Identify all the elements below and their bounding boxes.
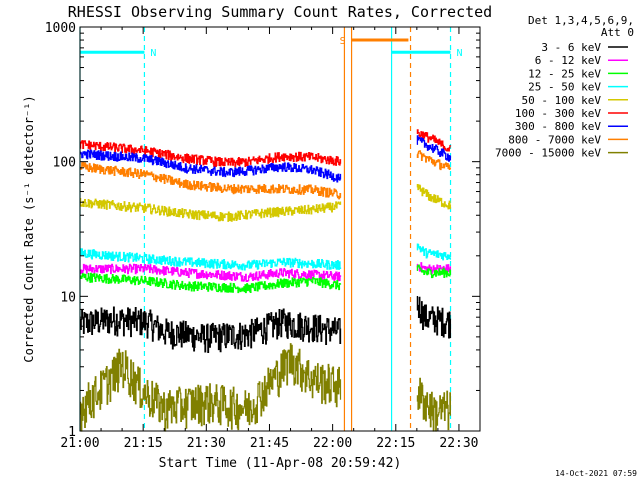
series-line [79, 306, 342, 353]
series-line [416, 264, 452, 279]
legend-label: 7000 - 15000 keV [495, 147, 601, 160]
x-tick-label: 21:45 [250, 436, 289, 451]
x-tick-label: 21:30 [187, 436, 226, 451]
series-line [80, 343, 342, 432]
flag-label: N [150, 48, 156, 59]
y-tick-label: 10 [60, 290, 76, 305]
legend-label: 50 - 100 keV [522, 94, 602, 107]
series-line [79, 162, 342, 200]
legend-label: 25 - 50 keV [528, 81, 601, 94]
x-tick-label: 21:15 [124, 436, 163, 451]
x-tick-label: 21:00 [60, 436, 99, 451]
series-line [79, 149, 342, 183]
x-tick-label: 22:15 [376, 436, 415, 451]
series-line [416, 262, 452, 275]
plot-frame [79, 26, 481, 432]
series-line [416, 184, 452, 210]
series-line [79, 140, 342, 168]
x-tick-label: 22:30 [439, 436, 478, 451]
y-tick-label: 1 [68, 425, 76, 440]
x-axis-label: Start Time (11-Apr-08 20:59:42) [159, 456, 402, 471]
legend-header: Det 1,3,4,5,6,9, [528, 14, 634, 27]
y-axis-label: Corrected Count Rate (s⁻¹ detector⁻¹) [22, 95, 36, 362]
legend-header: Att 0 [601, 26, 634, 39]
series-line [416, 150, 452, 171]
y-tick-label: 1000 [45, 21, 76, 36]
flag-label: S [340, 36, 346, 47]
series-line [416, 295, 452, 339]
legend-label: 6 - 12 keV [535, 54, 602, 67]
legend-label: 100 - 300 keV [515, 107, 601, 120]
series-line [79, 248, 342, 271]
series-line [80, 272, 342, 294]
footer-date: 14-Oct-2021 07:59 [555, 469, 637, 478]
legend-label: 3 - 6 keV [541, 41, 601, 54]
series-line [416, 135, 452, 162]
legend-label: 800 - 7000 keV [508, 133, 601, 146]
x-tick-label: 22:00 [313, 436, 352, 451]
series-line [79, 197, 342, 222]
legend-label: 12 - 25 keV [528, 67, 601, 80]
series-line [79, 263, 342, 283]
series-line [416, 243, 452, 261]
y-tick-label: 100 [53, 156, 76, 171]
flag-label: N [457, 48, 463, 59]
chart-title: RHESSI Observing Summary Count Rates, Co… [68, 3, 492, 21]
legend-label: 300 - 800 keV [515, 120, 601, 133]
